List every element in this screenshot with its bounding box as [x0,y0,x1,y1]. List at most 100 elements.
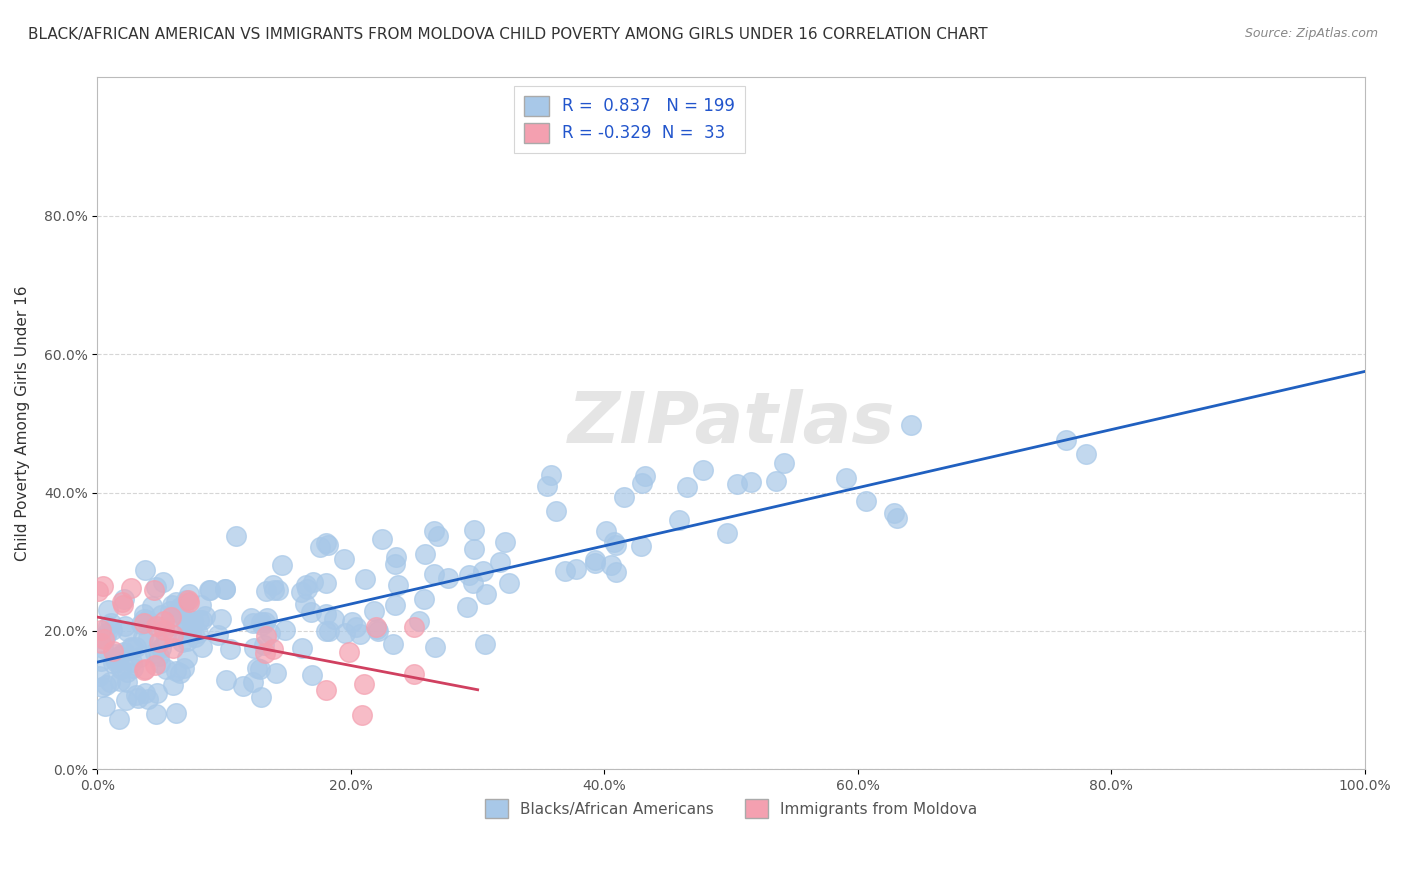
Point [366,620,388,634]
Point [115,665,138,680]
Point [412,591,434,606]
Point [294,597,316,611]
Point [190,613,212,627]
Point [457,567,479,582]
Point [426,529,449,543]
Point [136,692,159,706]
Point [153,623,176,637]
Point [605,538,627,552]
Point [344,620,367,634]
Point [172,599,194,613]
Point [456,599,478,614]
Point [94,632,117,646]
Point [613,491,636,505]
Point [676,480,699,494]
Point [132,663,155,677]
Point [413,547,436,561]
Point [253,638,276,652]
Point [302,575,325,590]
Point [94,699,117,714]
Point [315,576,337,591]
Point [381,637,404,651]
Point [104,652,127,666]
Point [125,688,148,702]
Point [404,620,426,634]
Point [250,618,273,632]
Point [605,566,627,580]
Point [765,474,787,488]
Point [274,623,297,637]
Point [315,683,337,698]
Point [120,581,142,595]
Point [239,611,262,625]
Point [96,626,118,640]
Point [332,551,354,566]
Point [315,624,337,638]
Point [603,534,626,549]
Point [163,618,186,632]
Point [384,558,406,572]
Point [177,593,200,607]
Point [132,612,155,626]
Point [134,563,156,577]
Point [165,595,187,609]
Point [725,477,748,491]
Point [134,686,156,700]
Point [152,575,174,590]
Point [193,609,215,624]
Point [404,667,426,681]
Point [112,591,135,606]
Y-axis label: Child Poverty Among Girls Under 16: Child Poverty Among Girls Under 16 [15,285,30,561]
Point [463,541,485,556]
Point [108,673,131,688]
Point [340,615,363,629]
Point [264,666,287,681]
Point [855,494,877,508]
Text: ZIPatlas: ZIPatlas [568,389,894,458]
Point [259,626,281,640]
Point [249,662,271,676]
Point [134,662,156,676]
Point [353,677,375,691]
Point [352,708,374,723]
Point [367,624,389,638]
Point [475,587,498,601]
Point [180,626,202,640]
Point [309,540,332,554]
Point [90,624,112,638]
Point [883,506,905,520]
Point [107,649,129,664]
Point [471,564,494,578]
Point [145,581,167,595]
Point [153,614,176,628]
Point [97,619,120,633]
Point [209,612,232,626]
Point [132,615,155,630]
Point [263,582,285,597]
Point [162,640,184,655]
Point [540,468,562,483]
Point [159,604,181,618]
Point [112,644,135,658]
Point [143,646,166,660]
Point [692,463,714,477]
Point [225,528,247,542]
Point [149,656,172,670]
Point [773,456,796,470]
Point [162,628,184,642]
Point [165,706,187,721]
Point [187,613,209,627]
Point [218,642,240,657]
Point [900,418,922,433]
Point [198,582,221,597]
Point [145,619,167,633]
Point [142,583,165,598]
Point [115,675,138,690]
Point [886,511,908,525]
Point [179,587,201,601]
Point [143,657,166,672]
Point [242,616,264,631]
Point [301,667,323,681]
Point [1054,433,1077,447]
Point [152,620,174,634]
